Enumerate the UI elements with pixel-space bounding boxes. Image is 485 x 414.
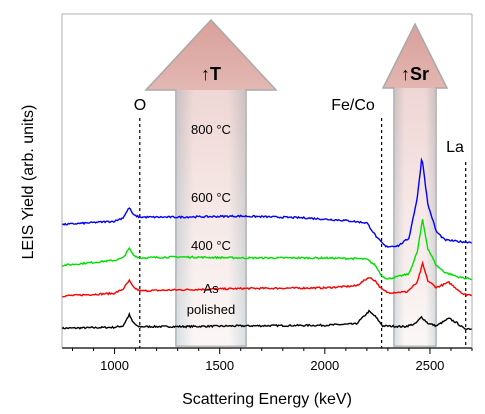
spectra [61,157,473,331]
reference-lines [139,118,467,348]
label-800c: 800 °C [191,122,231,137]
x-tick-label: 2500 [415,358,444,373]
x-tick-label: 2000 [310,358,339,373]
label-as-polished-line2: polished [187,302,235,317]
fe-co-label: Fe/Co [331,97,375,114]
series-line-3 [61,157,473,248]
series-line-2 [61,219,473,281]
t-arrow-label: ↑T [201,64,221,84]
series-line-1 [61,260,473,298]
label-400c: 400 °C [191,238,231,253]
label-600c: 600 °C [191,190,231,205]
la-label: La [446,139,464,156]
label-as-polished-line1: As [203,281,219,296]
x-tick-label: 1500 [205,358,234,373]
strontium-arrow [381,22,449,347]
x-axis-label: Scattering Energy (keV) [182,391,352,408]
x-axis-ticks: 1000 1500 2000 2500 [72,348,473,373]
y-axis-label: LEIS Yield (arb. units) [20,105,37,260]
series-line-0 [61,309,473,331]
oxygen-label: O [134,97,146,114]
x-tick-label: 1000 [100,358,129,373]
sr-arrow-label: ↑Sr [401,64,429,84]
